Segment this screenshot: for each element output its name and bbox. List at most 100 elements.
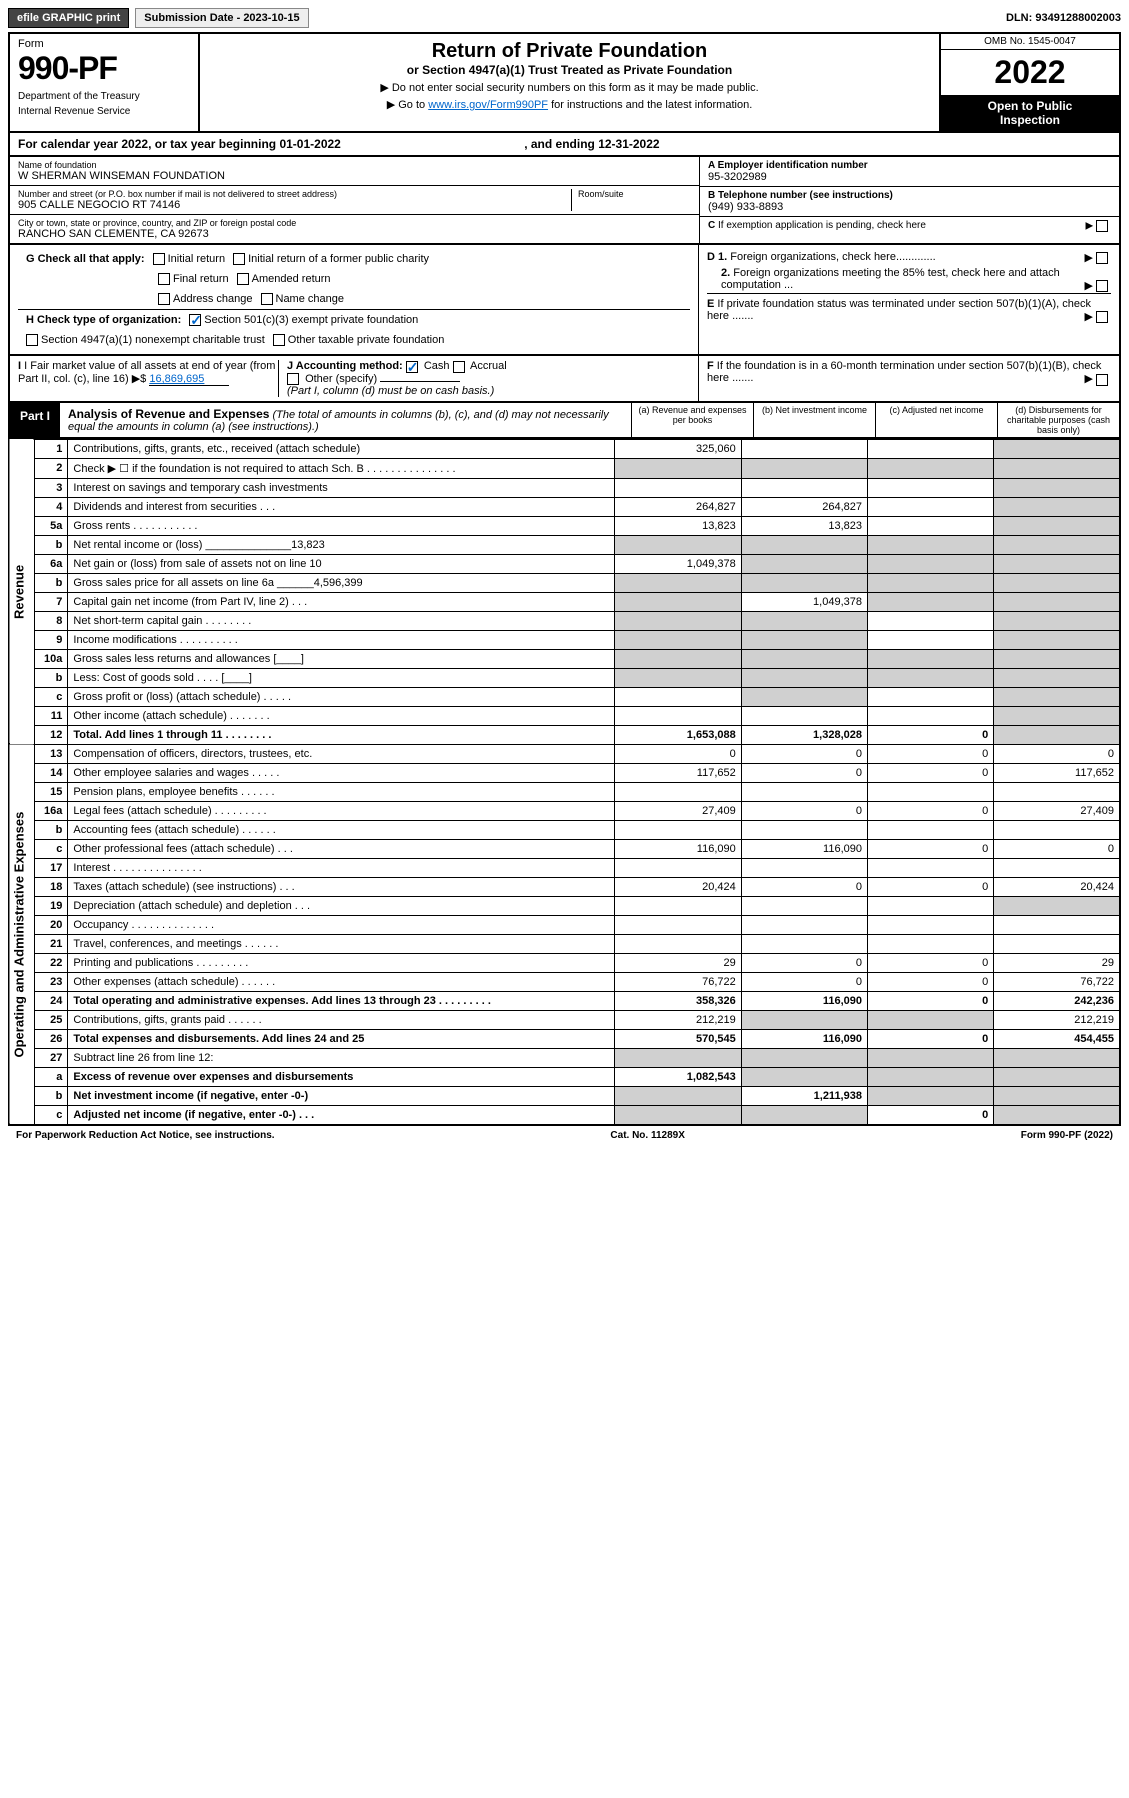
line-number: b — [34, 668, 68, 687]
c-label: If exemption application is pending, che… — [718, 220, 926, 231]
table-row: 21Travel, conferences, and meetings . . … — [9, 934, 1120, 953]
j-label: J Accounting method: — [287, 360, 403, 372]
cell-a: 13,823 — [615, 516, 741, 535]
irs-link[interactable]: www.irs.gov/Form990PF — [428, 99, 548, 111]
line-description: Accounting fees (attach schedule) . . . … — [68, 820, 615, 839]
501c3-cb[interactable] — [189, 314, 201, 326]
cell-d — [994, 497, 1120, 516]
cash-cb[interactable] — [406, 361, 418, 373]
address-change-cb[interactable] — [158, 293, 170, 305]
table-row: cOther professional fees (attach schedul… — [9, 839, 1120, 858]
part1-title: Analysis of Revenue and Expenses — [68, 407, 269, 421]
table-row: 26Total expenses and disbursements. Add … — [9, 1029, 1120, 1048]
d2-cb[interactable] — [1096, 280, 1108, 292]
top-bar: efile GRAPHIC print Submission Date - 20… — [8, 8, 1121, 28]
cell-b — [741, 439, 867, 458]
line-description: Adjusted net income (if negative, enter … — [68, 1105, 615, 1125]
revenue-side-label: Revenue — [9, 439, 34, 744]
line-description: Taxes (attach schedule) (see instruction… — [68, 877, 615, 896]
line-description: Excess of revenue over expenses and disb… — [68, 1067, 615, 1086]
line-number: 12 — [34, 725, 68, 744]
table-row: 20Occupancy . . . . . . . . . . . . . . — [9, 915, 1120, 934]
cell-b: 264,827 — [741, 497, 867, 516]
submission-date-button[interactable]: Submission Date - 2023-10-15 — [135, 8, 308, 28]
cell-a — [615, 896, 741, 915]
line-description: Other income (attach schedule) . . . . .… — [68, 706, 615, 725]
table-row: 25Contributions, gifts, grants paid . . … — [9, 1010, 1120, 1029]
h-label: H Check type of organization: — [26, 314, 181, 326]
table-row: bAccounting fees (attach schedule) . . .… — [9, 820, 1120, 839]
table-row: 10aGross sales less returns and allowanc… — [9, 649, 1120, 668]
j-note: (Part I, column (d) must be on cash basi… — [287, 385, 494, 397]
other-method-cb[interactable] — [287, 373, 299, 385]
line-description: Check ▶ ☐ if the foundation is not requi… — [68, 458, 615, 478]
room-label: Room/suite — [578, 189, 691, 199]
cell-c — [867, 896, 993, 915]
efile-button[interactable]: efile GRAPHIC print — [8, 8, 129, 28]
cell-a — [615, 478, 741, 497]
cell-b: 13,823 — [741, 516, 867, 535]
initial-return-cb[interactable] — [153, 253, 165, 265]
cell-a — [615, 1086, 741, 1105]
table-row: 19Depreciation (attach schedule) and dep… — [9, 896, 1120, 915]
final-return-cb[interactable] — [158, 273, 170, 285]
table-row: cGross profit or (loss) (attach schedule… — [9, 687, 1120, 706]
table-row: 27Subtract line 26 from line 12: — [9, 1048, 1120, 1067]
initial-former-cb[interactable] — [233, 253, 245, 265]
cell-a — [615, 573, 741, 592]
irs-label: Internal Revenue Service — [18, 106, 190, 117]
4947-cb[interactable] — [26, 334, 38, 346]
line-number: 20 — [34, 915, 68, 934]
cell-d — [994, 573, 1120, 592]
line-number: c — [34, 839, 68, 858]
cell-c: 0 — [867, 953, 993, 972]
table-row: bNet investment income (if negative, ent… — [9, 1086, 1120, 1105]
line-description: Other professional fees (attach schedule… — [68, 839, 615, 858]
fmv-value[interactable]: 16,869,695 — [149, 373, 229, 386]
cell-a — [615, 649, 741, 668]
e-label: If private foundation status was termina… — [707, 298, 1091, 322]
table-row: 3Interest on savings and temporary cash … — [9, 478, 1120, 497]
amended-cb[interactable] — [237, 273, 249, 285]
cell-d — [994, 554, 1120, 573]
cell-b: 116,090 — [741, 991, 867, 1010]
cell-c — [867, 1067, 993, 1086]
line-description: Occupancy . . . . . . . . . . . . . . — [68, 915, 615, 934]
col-c-header: (c) Adjusted net income — [875, 403, 997, 437]
expenses-side-label: Operating and Administrative Expenses — [9, 744, 34, 1125]
form-word: Form — [18, 38, 190, 50]
cell-a: 1,082,543 — [615, 1067, 741, 1086]
cell-d: 76,722 — [994, 972, 1120, 991]
cell-a — [615, 706, 741, 725]
open-public: Open to Public Inspection — [941, 95, 1119, 131]
line-description: Printing and publications . . . . . . . … — [68, 953, 615, 972]
cell-c: 0 — [867, 839, 993, 858]
e-cb[interactable] — [1096, 311, 1108, 323]
line-description: Gross rents . . . . . . . . . . . — [68, 516, 615, 535]
cell-b: 0 — [741, 972, 867, 991]
form-title: Return of Private Foundation — [210, 40, 929, 63]
cell-c: 0 — [867, 725, 993, 744]
cell-c: 0 — [867, 991, 993, 1010]
line-number: 18 — [34, 877, 68, 896]
cell-a: 212,219 — [615, 1010, 741, 1029]
accrual-cb[interactable] — [453, 361, 465, 373]
other-taxable-cb[interactable] — [273, 334, 285, 346]
omb-number: OMB No. 1545-0047 — [941, 34, 1119, 50]
city-label: City or town, state or province, country… — [18, 218, 691, 228]
d1-cb[interactable] — [1096, 252, 1108, 264]
name-change-cb[interactable] — [261, 293, 273, 305]
cell-b — [741, 934, 867, 953]
f-cb[interactable] — [1096, 374, 1108, 386]
name-label: Name of foundation — [18, 160, 691, 170]
cell-b — [741, 1048, 867, 1067]
table-row: 18Taxes (attach schedule) (see instructi… — [9, 877, 1120, 896]
line-description: Depreciation (attach schedule) and deple… — [68, 896, 615, 915]
col-d-header: (d) Disbursements for charitable purpose… — [997, 403, 1119, 437]
table-row: 24Total operating and administrative exp… — [9, 991, 1120, 1010]
cell-d — [994, 592, 1120, 611]
cell-a: 0 — [615, 744, 741, 763]
cell-d: 212,219 — [994, 1010, 1120, 1029]
c-checkbox[interactable] — [1096, 220, 1108, 232]
cell-a: 76,722 — [615, 972, 741, 991]
